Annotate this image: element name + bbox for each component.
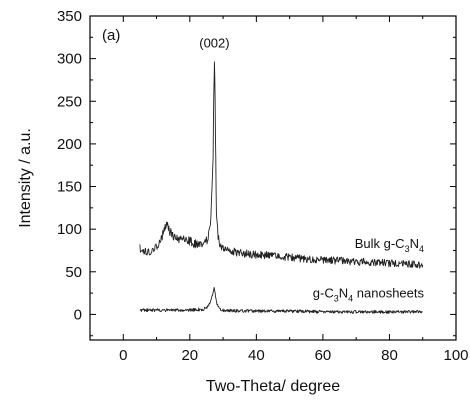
y-tick-label-7: 350 — [57, 8, 82, 25]
legend-nanosheets: g-C3N4 nanosheets — [313, 285, 425, 303]
y-axis-title: Intensity / a.u. — [17, 128, 34, 228]
legend-nano-mid: N — [339, 285, 348, 300]
legend-nano-tail: nanosheets — [353, 285, 424, 300]
x-tick-label-5: 100 — [443, 347, 468, 364]
peak-label: (002) — [199, 35, 229, 50]
y-tick-label-4: 200 — [57, 136, 82, 153]
y-tick-label-1: 50 — [65, 264, 82, 281]
x-tick-label-1: 20 — [181, 347, 198, 364]
x-axis-title: Two-Theta/ degree — [206, 378, 340, 395]
x-tick-label-4: 80 — [381, 347, 398, 364]
panel-label: (a) — [102, 27, 120, 44]
legend-bulk: Bulk g-C3N4 — [355, 236, 424, 254]
x-tick-label-0: 0 — [119, 347, 127, 364]
legend-bulk-mid: N — [410, 236, 419, 251]
y-tick-label-3: 150 — [57, 179, 82, 196]
y-tick-label-2: 100 — [57, 221, 82, 238]
y-tick-label-6: 300 — [57, 51, 82, 68]
legend-nano-main: g-C — [313, 285, 334, 300]
data-layer — [140, 62, 423, 314]
legend-bulk-main: Bulk g-C — [355, 236, 405, 251]
y-tick-label-5: 250 — [57, 93, 82, 110]
x-tick-label-2: 40 — [248, 347, 265, 364]
legend-bulk-sub2: 4 — [419, 244, 424, 254]
y-tick-label-0: 0 — [74, 306, 82, 323]
x-tick-label-3: 60 — [315, 347, 332, 364]
